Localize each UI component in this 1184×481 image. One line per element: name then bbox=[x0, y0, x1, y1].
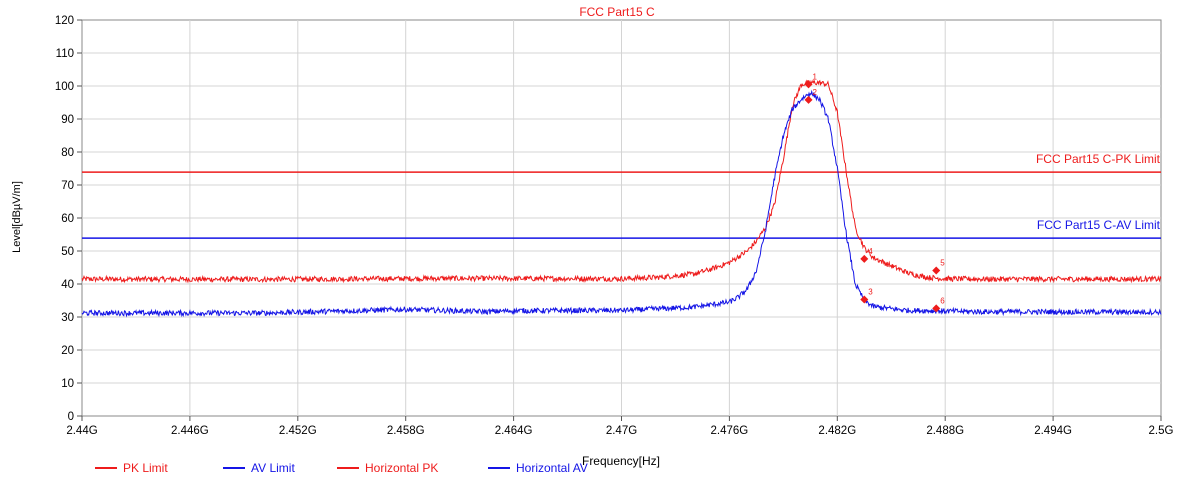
marker-point bbox=[804, 80, 813, 89]
marker-point bbox=[860, 254, 869, 263]
legend-swatch-horizontal-pk bbox=[337, 466, 359, 469]
marker-label: 1 bbox=[813, 72, 818, 81]
y-tick-label: 30 bbox=[61, 312, 74, 324]
legend-swatch-horizontal-av bbox=[488, 466, 510, 469]
x-tick-label: 2.494G bbox=[1034, 425, 1072, 437]
x-tick-label: 2.44G bbox=[66, 425, 97, 437]
x-tick-label: 2.488G bbox=[926, 425, 964, 437]
y-tick-label: 100 bbox=[55, 81, 74, 93]
legend-item-horizontal-pk: Horizontal PK bbox=[337, 461, 438, 475]
legend-label: AV Limit bbox=[251, 461, 295, 475]
x-axis-ticks: 2.44G 2.446G 2.452G 2.458G 2.464G 2.47G 2.476G… bbox=[66, 416, 1174, 437]
x-tick-label: 2.452G bbox=[279, 425, 317, 437]
legend-item-horizontal-av: Horizontal AV bbox=[488, 461, 588, 475]
grid bbox=[82, 20, 1161, 416]
x-tick-label: 2.47G bbox=[606, 425, 637, 437]
chart-title: FCC Part15 C bbox=[579, 5, 655, 19]
marker-label: 5 bbox=[940, 258, 945, 267]
legend-swatch-av-limit bbox=[223, 466, 245, 469]
legend-swatch-pk-limit bbox=[95, 466, 117, 469]
marker-label: 3 bbox=[868, 288, 873, 297]
marker-label: 2 bbox=[813, 88, 818, 97]
limit-line-label: FCC Part15 C-AV Limit bbox=[1037, 218, 1161, 232]
series-line bbox=[81, 79, 1162, 284]
y-tick-label: 50 bbox=[61, 246, 74, 258]
y-tick-label: 0 bbox=[68, 411, 74, 423]
legend-item-av-limit: AV Limit bbox=[223, 461, 295, 475]
y-axis-label: Level[dBµV/m] bbox=[11, 181, 23, 253]
marker-label: 4 bbox=[868, 247, 873, 256]
marker-point bbox=[804, 95, 813, 104]
x-tick-label: 2.458G bbox=[387, 425, 425, 437]
y-tick-label: 80 bbox=[61, 147, 74, 159]
marker-point bbox=[932, 304, 941, 313]
series-lines bbox=[81, 79, 1162, 318]
y-tick-label: 120 bbox=[55, 15, 74, 27]
legend-label: Horizontal PK bbox=[365, 461, 439, 475]
marker-point bbox=[860, 295, 869, 304]
limit-line-label: FCC Part15 C-PK Limit bbox=[1036, 152, 1161, 166]
limit-lines: FCC Part15 C-PK Limit FCC Part15 C-AV Lim… bbox=[82, 152, 1161, 239]
y-tick-label: 60 bbox=[61, 213, 74, 225]
y-tick-label: 70 bbox=[61, 180, 74, 192]
y-axis-ticks: 0 10 20 30 40 50 60 70 80 90 100 110 120 bbox=[55, 15, 82, 423]
legend-label: Horizontal AV bbox=[516, 461, 588, 475]
x-tick-label: 2.482G bbox=[818, 425, 856, 437]
x-tick-label: 2.5G bbox=[1149, 425, 1174, 437]
y-tick-label: 110 bbox=[56, 48, 74, 60]
legend-label: PK Limit bbox=[123, 461, 168, 475]
y-tick-label: 10 bbox=[61, 378, 74, 390]
y-tick-label: 40 bbox=[61, 279, 74, 291]
y-tick-label: 20 bbox=[61, 345, 74, 357]
marker-label: 6 bbox=[940, 296, 945, 305]
series-line bbox=[81, 89, 1162, 318]
marker-point bbox=[932, 266, 941, 275]
x-axis-label: Frequency[Hz] bbox=[582, 454, 660, 468]
legend-item-pk-limit: PK Limit bbox=[95, 461, 168, 475]
x-tick-label: 2.476G bbox=[711, 425, 749, 437]
y-tick-label: 90 bbox=[61, 114, 74, 126]
x-tick-label: 2.446G bbox=[171, 425, 209, 437]
markers: 1 2 3 4 5 6 bbox=[804, 72, 945, 313]
x-tick-label: 2.464G bbox=[495, 425, 533, 437]
